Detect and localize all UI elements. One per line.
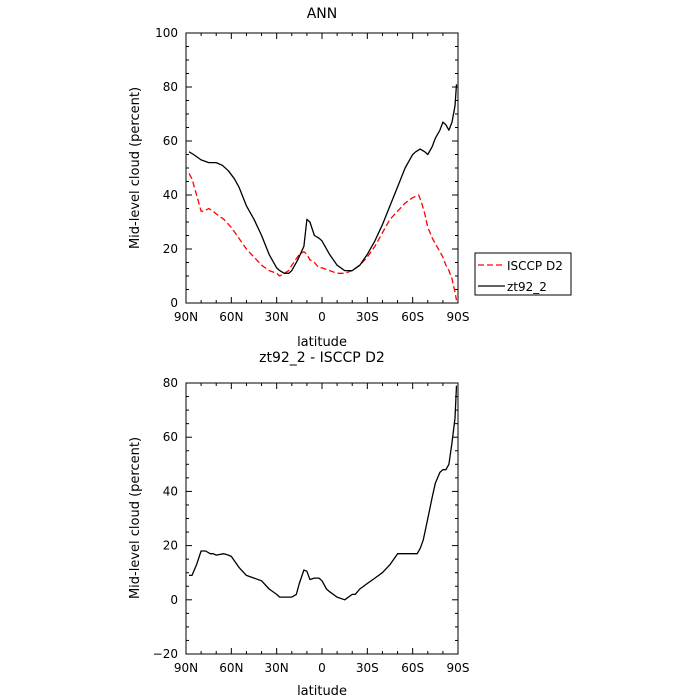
bottom-ticks: 90N 60N 30N 0 30S 60S 90S −20 0 20 40 60 80	[153, 376, 470, 675]
bottom-series	[189, 385, 458, 601]
top-series-line-1	[188, 84, 458, 274]
bottom-ylabel: Mid-level cloud (percent)	[128, 437, 143, 599]
top-x-tick-label: 90N	[174, 310, 198, 324]
bottom-x-tick-label: 30N	[265, 661, 289, 675]
bottom-panel: zt92_2 - ISCCP D2 latitude Mid-level clo…	[128, 350, 469, 699]
legend-label-zt92: zt92_2	[507, 280, 547, 294]
bottom-x-tick-label: 60N	[219, 661, 243, 675]
legend-label-isccp: ISCCP D2	[507, 259, 563, 273]
top-y-tick-label: 100	[155, 26, 178, 40]
top-panel: ANN latitude Mid-level cloud (percent) 9…	[128, 6, 469, 350]
top-y-tick-label: 20	[163, 242, 178, 256]
bottom-xlabel: latitude	[297, 684, 347, 699]
top-y-tick-label: 0	[170, 296, 178, 310]
top-ylabel: Mid-level cloud (percent)	[128, 87, 143, 249]
legend-box	[474, 252, 572, 296]
top-y-tick-label: 60	[163, 134, 178, 148]
bottom-x-tick-label: 60S	[401, 661, 424, 675]
top-y-tick-label: 80	[163, 80, 178, 94]
top-x-tick-label: 30S	[356, 310, 379, 324]
bottom-series-line-0	[189, 385, 458, 601]
top-series	[188, 84, 458, 301]
top-x-tick-label: 90S	[447, 310, 470, 324]
top-frame	[185, 32, 459, 304]
top-title: ANN	[307, 6, 338, 22]
top-x-tick-label: 60N	[219, 310, 243, 324]
bottom-frame	[185, 382, 459, 655]
bottom-title: zt92_2 - ISCCP D2	[259, 350, 385, 366]
bottom-x-tick-label: 0	[318, 661, 326, 675]
bottom-y-tick-label: 80	[163, 376, 178, 390]
bottom-y-tick-label: 20	[163, 539, 178, 553]
bottom-x-tick-label: 90S	[447, 661, 470, 675]
top-x-tick-label: 0	[318, 310, 326, 324]
top-xlabel: latitude	[297, 335, 347, 350]
bottom-y-tick-label: −20	[153, 647, 178, 661]
top-x-tick-label: 30N	[265, 310, 289, 324]
legend: ISCCP D2 zt92_2	[474, 252, 572, 296]
top-x-tick-label: 60S	[401, 310, 424, 324]
bottom-y-tick-label: 40	[163, 484, 178, 498]
top-y-tick-label: 40	[163, 188, 178, 202]
bottom-x-tick-label: 90N	[174, 661, 198, 675]
top-ticks: 90N 60N 30N 0 30S 60S 90S 0 20 40 60 80 100	[155, 26, 469, 324]
bottom-y-tick-label: 60	[163, 430, 178, 444]
bottom-x-tick-label: 30S	[356, 661, 379, 675]
top-series-line-0	[188, 173, 458, 301]
bottom-y-tick-label: 0	[170, 593, 178, 607]
